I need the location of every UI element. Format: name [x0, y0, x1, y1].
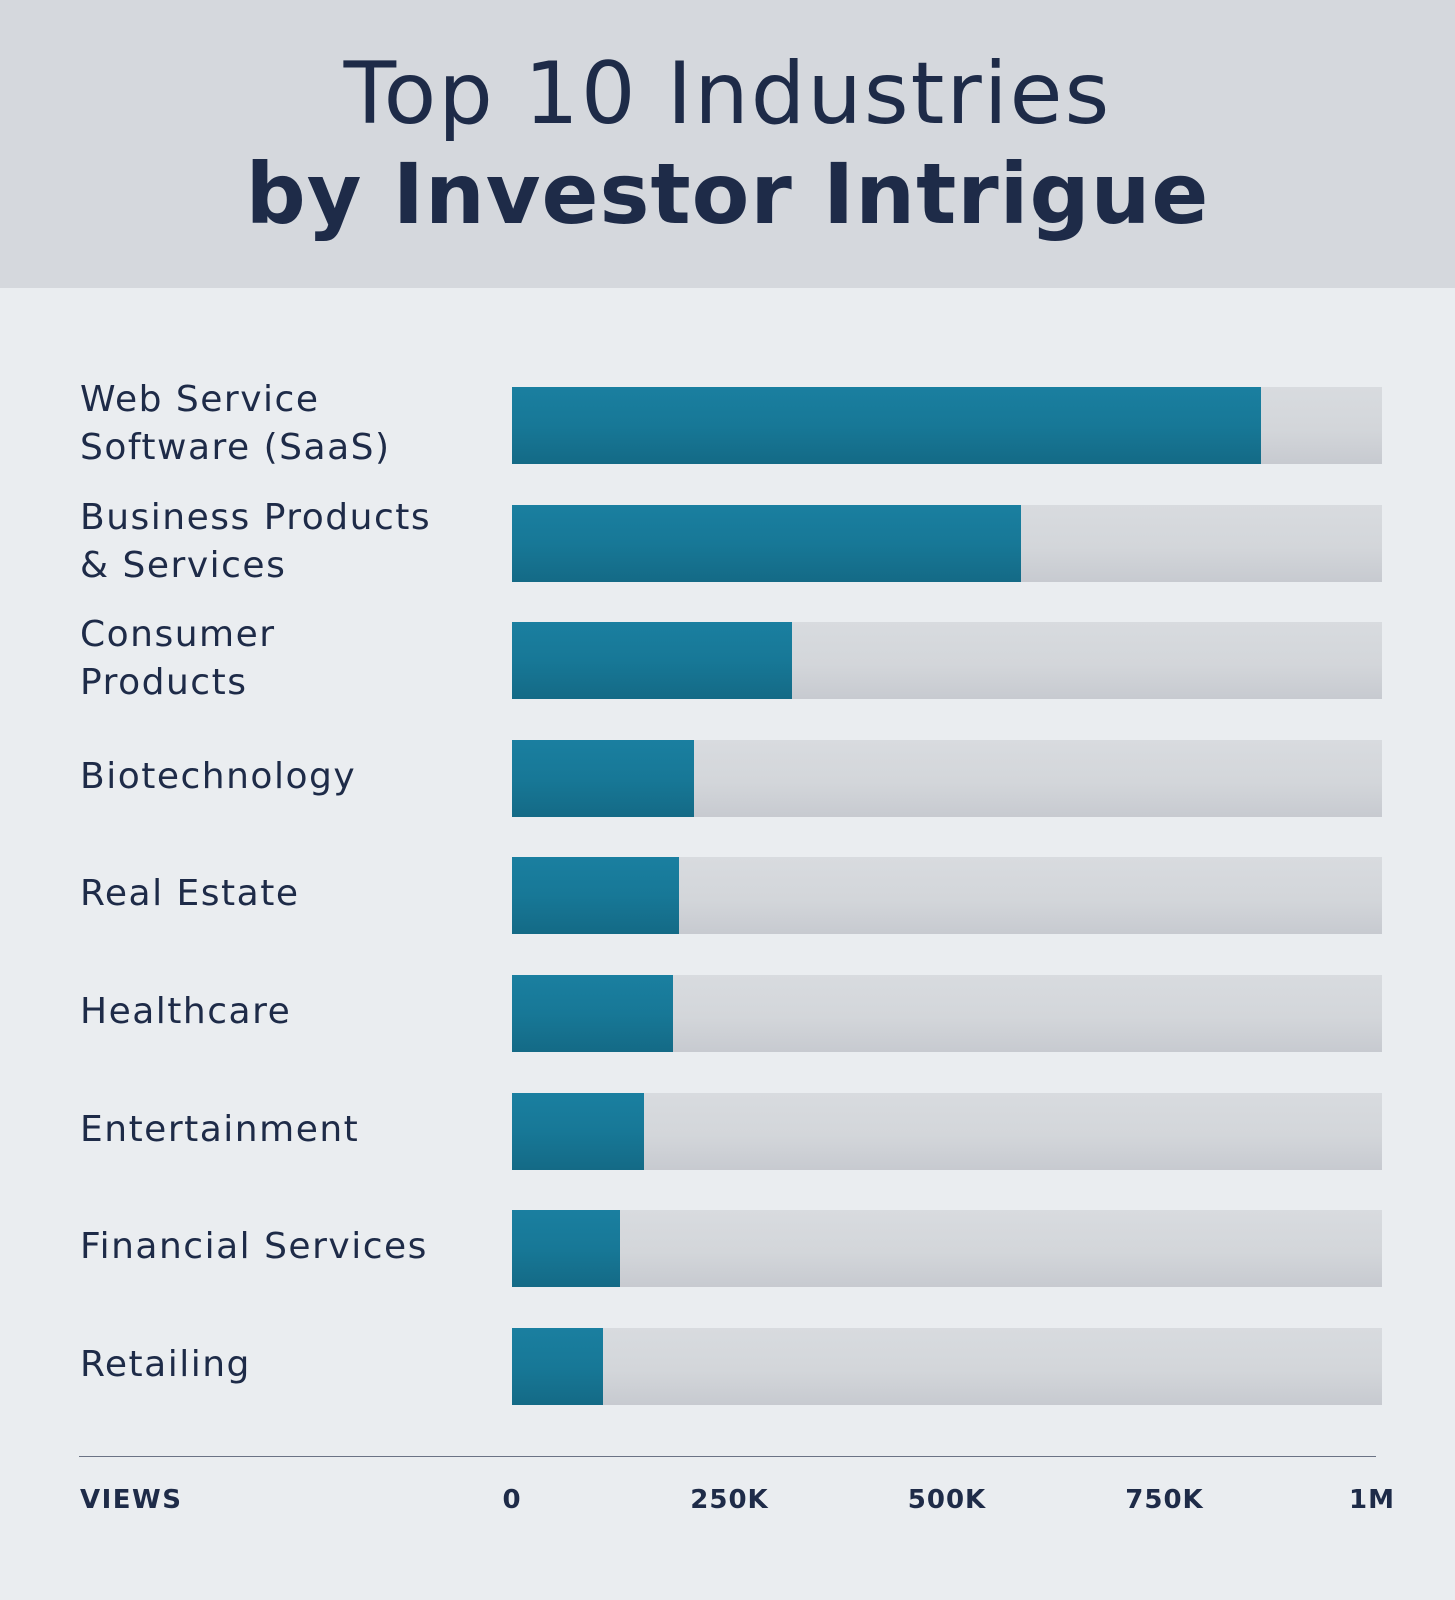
category-label: Retailing [80, 1341, 480, 1389]
bar-track [512, 857, 1382, 934]
x-tick-label: 500K [907, 1485, 987, 1515]
category-label: Financial Services [80, 1223, 480, 1271]
x-axis-title: VIEWS [80, 1485, 183, 1515]
bar [512, 387, 1262, 464]
x-tick-label: 250K [690, 1485, 769, 1515]
category-label: Healthcare [80, 988, 480, 1036]
category-label: Web Service Software (SaaS) [80, 376, 480, 472]
bar-track [512, 1328, 1382, 1405]
bar-track [512, 1093, 1382, 1170]
category-label-text: Financial Services [80, 1225, 428, 1267]
bar-track [512, 1210, 1382, 1287]
chart-title-line1: Top 10 Industries [343, 44, 1112, 144]
x-tick-label: 1M [1349, 1485, 1395, 1515]
bar [512, 1328, 604, 1405]
bar [512, 622, 793, 699]
category-label-text: Business Products & Services [80, 496, 432, 586]
category-label: Entertainment [80, 1106, 480, 1154]
bar [512, 857, 680, 934]
bar [512, 975, 673, 1052]
bar [512, 740, 694, 817]
category-label: Biotechnology [80, 753, 480, 801]
bar-track [512, 975, 1382, 1052]
bar [512, 1093, 645, 1170]
x-tick-label: 0 [502, 1485, 522, 1515]
category-label: Business Products & Services [80, 494, 480, 590]
category-label-text: Web Service Software (SaaS) [80, 378, 391, 468]
title-header: Top 10 Industries by Investor Intrigue [0, 0, 1455, 288]
chart-title-line2: by Investor Intrigue [245, 145, 1210, 243]
x-tick-label: 750K [1125, 1485, 1204, 1515]
category-label-text: Consumer Products [80, 613, 276, 703]
bar-track [512, 740, 1382, 817]
category-label-text: Retailing [80, 1343, 251, 1385]
category-label-text: Healthcare [80, 990, 292, 1032]
category-label-text: Real Estate [80, 872, 300, 914]
bar [512, 1210, 620, 1287]
x-axis-line [79, 1456, 1376, 1457]
category-label: Consumer Products [80, 611, 480, 707]
bar [512, 505, 1021, 582]
category-label: Real Estate [80, 870, 480, 918]
category-label-text: Biotechnology [80, 755, 357, 797]
category-label-text: Entertainment [80, 1108, 360, 1150]
bar-track [512, 622, 1382, 699]
bar-track [512, 387, 1382, 464]
bar-track [512, 505, 1382, 582]
